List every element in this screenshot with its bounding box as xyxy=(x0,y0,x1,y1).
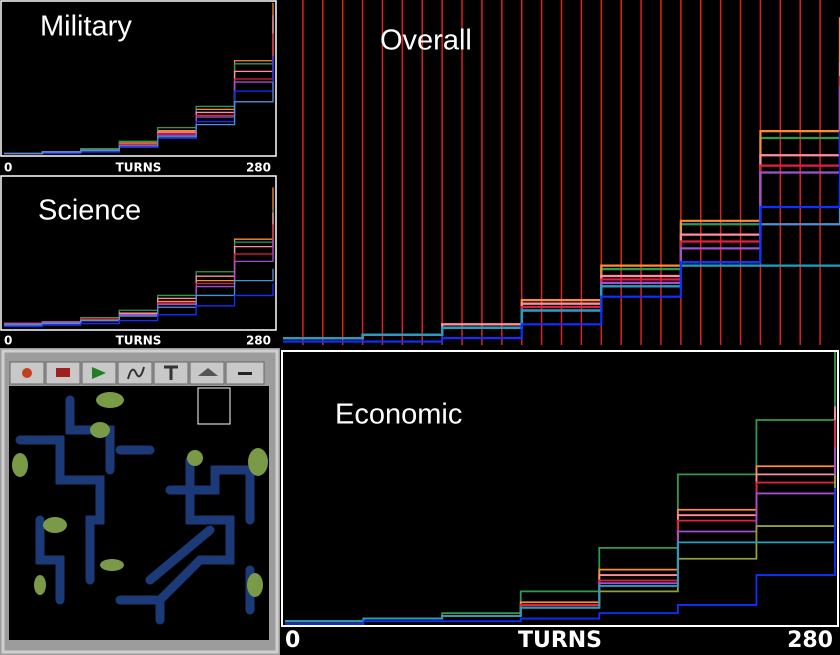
icon xyxy=(22,368,32,378)
x-tick-label: 280 xyxy=(787,628,833,653)
map-land xyxy=(12,392,268,597)
icon xyxy=(198,368,218,376)
panel-title: Military xyxy=(40,11,132,43)
x-axis-label: TURNS xyxy=(116,334,162,348)
series-line xyxy=(4,82,274,155)
science-frame xyxy=(0,175,277,331)
x-tick-label: 0 xyxy=(4,334,12,348)
military-frame xyxy=(0,0,277,157)
series-line xyxy=(283,131,840,343)
x-tick-label: 280 xyxy=(246,161,271,175)
panel-title: Economic xyxy=(335,399,462,431)
icon xyxy=(56,368,70,377)
series-line xyxy=(285,541,835,623)
viewport-indicator[interactable] xyxy=(197,387,231,425)
x-tick-label: 0 xyxy=(4,161,12,175)
minimap-window xyxy=(0,348,280,655)
series-line xyxy=(285,488,836,625)
panel-title: Science xyxy=(38,195,141,227)
icon xyxy=(92,367,106,379)
panel-title: Overall xyxy=(380,25,472,57)
icon xyxy=(238,372,252,375)
frame-bevel xyxy=(1,349,279,654)
series-line xyxy=(4,283,274,328)
icon xyxy=(164,365,178,380)
toolbar xyxy=(9,361,265,385)
x-tick-label: 280 xyxy=(246,334,271,348)
x-axis-label: TURNS xyxy=(518,628,602,653)
x-axis-label: TURNS xyxy=(116,161,162,175)
economic-frame xyxy=(281,350,839,627)
x-tick-label: 0 xyxy=(285,628,300,653)
icon xyxy=(127,366,145,380)
